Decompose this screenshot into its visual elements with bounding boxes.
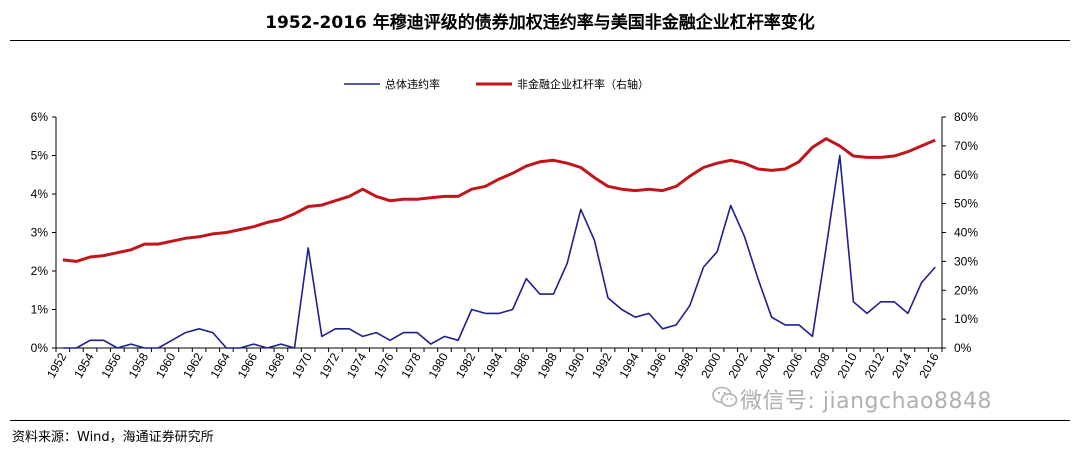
left-tick-label: 3%	[31, 226, 49, 240]
left-tick-label: 1%	[31, 303, 49, 317]
x-tick-label: 1994	[616, 350, 642, 380]
x-tick-label: 1980	[426, 350, 452, 380]
watermark-text: 微信号: jiangchao8848	[740, 389, 992, 414]
right-tick-label: 30%	[954, 254, 978, 268]
source-note: 资料来源：Wind，海通证券研究所	[12, 430, 214, 445]
x-tick-label: 1962	[180, 350, 206, 380]
left-tick-label: 6%	[31, 110, 49, 124]
x-tick-label: 1956	[98, 350, 124, 380]
x-tick-label: 2004	[753, 350, 779, 380]
x-tick-label: 2008	[807, 350, 833, 380]
x-tick-label: 1964	[208, 350, 234, 380]
x-tick-label: 1974	[344, 350, 370, 380]
x-tick-label: 1986	[507, 350, 533, 380]
x-tick-label: 1958	[126, 350, 152, 380]
bottom-rule	[10, 420, 1070, 421]
series-line-leverage-ratio	[62, 137, 936, 263]
legend-label: 非金融企业杠杆率（右轴）	[517, 77, 649, 91]
chart-canvas: 0% 1% 2% 3% 4% 5% 6% 0% 10% 20% 30% 40% 50% 60% 70% 80%…	[31, 77, 979, 381]
top-rule	[10, 40, 1070, 41]
x-tick-label: 1954	[71, 350, 97, 380]
x-tick-label: 1966	[235, 350, 261, 380]
right-tick-label: 80%	[954, 110, 978, 124]
x-tick-label: 2006	[780, 350, 806, 380]
wechat-icon	[712, 386, 738, 407]
x-tick-label: 1970	[289, 350, 315, 380]
x-tick-label: 2012	[862, 350, 888, 380]
legend-label: 总体违约率	[385, 77, 440, 91]
right-tick-label: 20%	[954, 283, 978, 297]
left-tick-label: 2%	[31, 264, 49, 278]
left-tick-label: 4%	[31, 187, 49, 201]
x-tick-label: 2010	[835, 350, 861, 380]
right-tick-label: 60%	[954, 168, 978, 182]
x-tick-label: 1978	[398, 350, 424, 380]
right-tick-label: 40%	[954, 226, 978, 240]
x-tick-label: 1976	[371, 350, 397, 380]
x-tick-label: 1992	[589, 350, 615, 380]
series-line-default-rate	[62, 154, 936, 349]
x-tick-label: 1984	[480, 350, 506, 380]
right-tick-label: 10%	[954, 312, 978, 326]
x-tick-label: 2014	[889, 350, 915, 380]
x-tick-label: 1960	[153, 350, 179, 380]
x-tick-label: 1988	[535, 350, 561, 380]
x-tick-label: 1972	[317, 350, 343, 380]
left-tick-label: 5%	[31, 149, 49, 163]
x-tick-label: 1982	[453, 350, 479, 380]
x-tick-label: 2002	[725, 350, 751, 380]
x-tick-label: 1998	[671, 350, 697, 380]
x-tick-label: 1996	[644, 350, 670, 380]
x-tick-label: 1990	[562, 350, 588, 380]
x-tick-label: 1968	[262, 350, 288, 380]
right-tick-label: 0%	[954, 341, 972, 355]
right-tick-label: 70%	[954, 139, 978, 153]
right-tick-label: 50%	[954, 197, 978, 211]
x-tick-label: 2016	[916, 350, 942, 380]
left-tick-label: 0%	[31, 341, 49, 355]
x-tick-label: 2000	[698, 350, 724, 380]
chart-title: 1952-2016 年穆迪评级的债券加权违约率与美国非金融企业杠杆率变化	[265, 13, 815, 33]
